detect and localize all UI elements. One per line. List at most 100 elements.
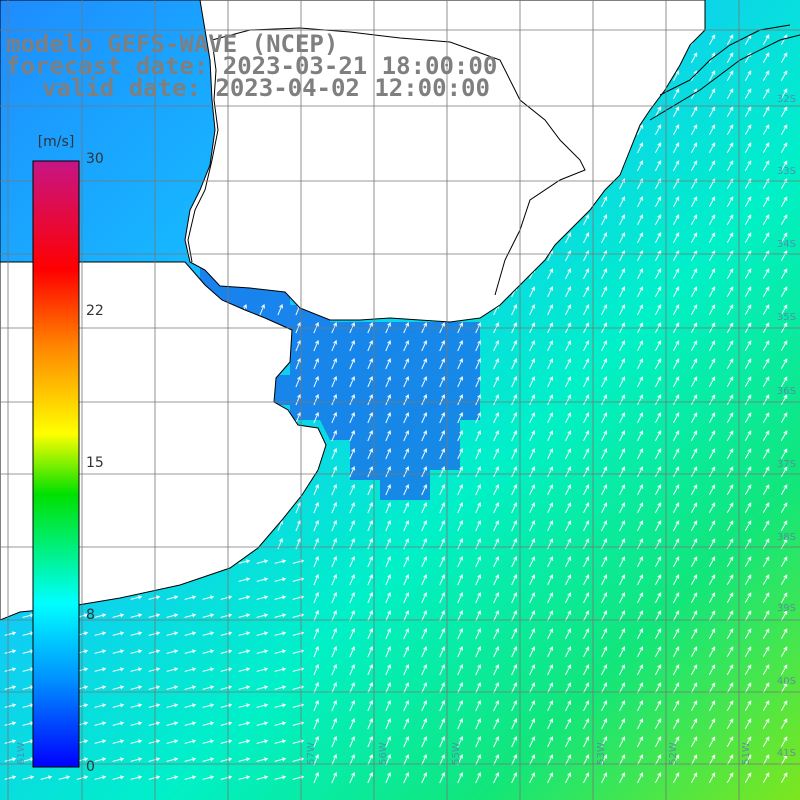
wind-arrow [331, 753, 337, 766]
wind-arrow [349, 520, 355, 532]
wind-arrow [493, 682, 500, 694]
coastline [187, 24, 800, 296]
wind-arrow [421, 682, 427, 694]
wind-arrow [202, 595, 215, 600]
wind-arrow [672, 412, 680, 424]
wind-arrow [780, 610, 788, 622]
wind-arrow [148, 667, 161, 672]
wind-arrow [726, 124, 734, 136]
wind-arrow [690, 250, 698, 262]
wind-arrow [439, 682, 445, 694]
wind-arrow [493, 628, 500, 640]
wind-arrow [708, 88, 716, 100]
wind-arrow [403, 448, 409, 460]
wind-arrow [637, 304, 644, 316]
wind-arrow [274, 775, 287, 780]
wind-arrow [202, 649, 215, 654]
wind-arrow [40, 775, 53, 780]
wind-arrow [439, 754, 445, 766]
wind-arrow [690, 394, 698, 406]
wind-arrow [295, 339, 301, 352]
wind-arrow [672, 88, 680, 100]
wind-arrow [385, 682, 391, 694]
wind-arrow [220, 631, 233, 636]
wind-arrow [744, 286, 752, 298]
wind-arrow [367, 574, 373, 586]
wind-arrow [654, 394, 662, 406]
wind-arrow [762, 664, 770, 676]
wind-arrow [166, 595, 179, 600]
wind-arrow [690, 682, 698, 694]
wind-arrow [4, 721, 17, 726]
wind-arrow [439, 574, 445, 586]
wind-arrow [148, 775, 161, 780]
wind-arrow [331, 609, 337, 622]
wind-arrow [672, 628, 680, 640]
wind-arrow [762, 124, 770, 136]
wind-arrow [601, 610, 608, 622]
wind-arrow [601, 358, 608, 370]
wind-arrow [58, 775, 71, 780]
wind-arrow [457, 394, 463, 406]
wind-arrow [220, 667, 233, 672]
land-north [0, 0, 706, 323]
wind-arrow [672, 358, 680, 370]
wind-arrow [511, 682, 518, 694]
wind-arrow [744, 268, 752, 280]
wind-arrow [637, 340, 644, 352]
wind-arrow [529, 286, 536, 298]
wind-arrow [457, 430, 463, 442]
wind-arrow [274, 577, 287, 582]
wind-arrow [367, 646, 373, 658]
colorbar-tick-30: 30 [86, 151, 104, 167]
wind-arrow [421, 520, 427, 532]
wind-arrow [780, 430, 788, 442]
wind-arrow [385, 646, 391, 658]
wind-arrow [385, 556, 391, 568]
wind-arrow [637, 574, 644, 586]
wind-arrow [780, 736, 788, 748]
wind-arrow [4, 703, 17, 708]
wind-arrow [94, 757, 107, 762]
wind-arrow [256, 739, 269, 744]
wind-arrow [385, 376, 391, 388]
wind-arrow [565, 610, 572, 622]
wind-arrow [148, 721, 161, 726]
wind-arrow [619, 268, 626, 280]
wind-arrow [331, 429, 337, 442]
wind-arrow [547, 268, 554, 280]
wind-arrow [619, 412, 626, 424]
wind-arrow [166, 613, 179, 618]
wind-arrow [744, 304, 752, 316]
wind-arrow [439, 664, 445, 676]
wind-arrow [690, 646, 698, 658]
wind-arrow [256, 559, 269, 564]
wind-arrow [583, 430, 590, 442]
wind-arrow [457, 754, 463, 766]
wind-arrow [295, 519, 301, 532]
colorbar-tick-8: 8 [86, 607, 95, 623]
wind-arrow [547, 358, 554, 370]
wind-arrow [493, 466, 500, 478]
wind-arrow [672, 574, 680, 586]
wind-arrow [619, 250, 626, 262]
wind-arrow [313, 627, 319, 640]
wind-arrow [202, 685, 215, 690]
wind-arrow [547, 628, 554, 640]
wind-arrow [583, 304, 590, 316]
wind-arrow [421, 484, 427, 496]
wind-arrow [385, 592, 391, 604]
wind-arrow [130, 649, 143, 654]
wind-arrow [238, 667, 251, 672]
wind-arrow [619, 610, 626, 622]
wind-arrow [637, 232, 644, 244]
wind-arrow [780, 574, 788, 586]
wind-arrow [421, 646, 427, 658]
wind-arrow [130, 703, 143, 708]
wind-arrow [583, 556, 590, 568]
wind-arrow [349, 394, 355, 406]
wind-arrow [202, 613, 215, 618]
wind-arrow [94, 775, 107, 780]
wind-arrow [726, 142, 734, 154]
wind-arrow [403, 754, 409, 766]
